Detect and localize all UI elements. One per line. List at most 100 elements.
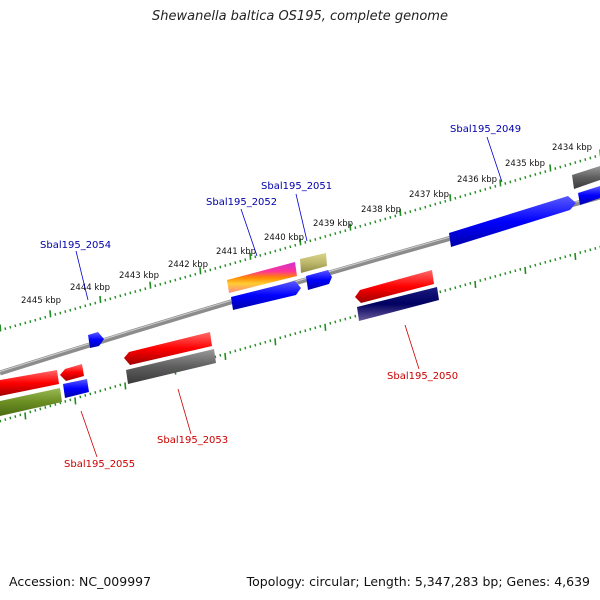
- minor-tick: [484, 277, 487, 281]
- gene-sbal195-2053-gray[interactable]: [126, 349, 216, 384]
- major-tick: [124, 382, 127, 390]
- minor-tick: [334, 232, 337, 235]
- minor-tick: [154, 284, 157, 288]
- minor-tick: [529, 265, 532, 268]
- minor-tick: [64, 400, 67, 403]
- minor-tick: [9, 325, 12, 329]
- gene-blue-left[interactable]: [63, 379, 89, 398]
- minor-tick: [14, 324, 17, 328]
- minor-tick: [59, 311, 62, 315]
- minor-tick: [54, 313, 57, 316]
- major-tick: [24, 412, 27, 420]
- minor-tick: [0, 419, 2, 423]
- gene-sbal195-2052[interactable]: [227, 262, 297, 293]
- gene-blue-far-right[interactable]: [578, 186, 600, 205]
- scale-label-2440: 2440 kbp: [264, 233, 304, 243]
- minor-tick: [259, 342, 262, 346]
- gene-gray-far-right[interactable]: [572, 166, 600, 189]
- minor-tick: [454, 286, 457, 290]
- minor-tick: [349, 316, 352, 320]
- gene-sbal195-2050-red[interactable]: [355, 270, 434, 303]
- minor-tick: [419, 207, 422, 211]
- scale-label-2443: 2443 kbp: [119, 271, 159, 281]
- label-sbal195-2055[interactable]: Sbal195_2055: [64, 459, 135, 470]
- minor-tick: [104, 298, 107, 302]
- scale-label-2441: 2441 kbp: [216, 247, 256, 257]
- major-tick: [224, 352, 227, 360]
- minor-tick: [454, 196, 457, 200]
- minor-tick: [464, 283, 467, 287]
- minor-tick: [519, 267, 522, 271]
- label-sbal195-2052[interactable]: Sbal195_2052: [206, 197, 277, 208]
- minor-tick: [249, 345, 252, 349]
- minor-tick: [119, 294, 122, 298]
- minor-tick: [114, 295, 117, 299]
- minor-tick: [579, 251, 582, 254]
- gene-red-left[interactable]: [0, 370, 59, 396]
- scale-label-2435: 2435 kbp: [505, 159, 545, 169]
- major-tick: [474, 280, 477, 288]
- minor-tick: [404, 211, 407, 215]
- minor-tick: [354, 226, 357, 230]
- gene-sbal195-2051[interactable]: [306, 270, 332, 290]
- leader-lines: [75, 136, 503, 458]
- gene-labels: Sbal195_2049 Sbal195_2051 Sbal195_2052 S…: [40, 124, 521, 470]
- label-sbal195-2050[interactable]: Sbal195_2050: [387, 371, 458, 382]
- gene-sbal195-2053-red[interactable]: [124, 332, 212, 365]
- minor-tick: [284, 335, 287, 338]
- minor-tick: [439, 201, 442, 205]
- minor-tick: [269, 251, 272, 254]
- minor-tick: [294, 243, 297, 247]
- minor-tick: [279, 248, 282, 252]
- minor-tick: [534, 263, 537, 267]
- minor-tick: [324, 235, 327, 238]
- minor-tick: [514, 269, 517, 273]
- minor-tick: [179, 277, 182, 280]
- minor-tick: [19, 413, 22, 417]
- gene-blue-mid[interactable]: [231, 281, 301, 310]
- gene-red-small-left[interactable]: [60, 364, 84, 381]
- minor-tick: [469, 281, 472, 285]
- gene-sbal195-2050-navy[interactable]: [357, 287, 439, 321]
- major-tick: [399, 208, 402, 216]
- minor-tick: [414, 208, 417, 212]
- minor-tick: [244, 258, 247, 262]
- minor-tick: [589, 248, 592, 252]
- minor-tick: [219, 353, 222, 357]
- major-tick: [0, 324, 2, 332]
- label-sbal195-2051[interactable]: Sbal195_2051: [261, 181, 332, 192]
- label-sbal195-2049[interactable]: Sbal195_2049: [450, 124, 521, 135]
- scale-label-2436: 2436 kbp: [457, 175, 497, 185]
- minor-tick: [529, 174, 532, 178]
- gene-sbal195-2049[interactable]: [449, 196, 576, 247]
- minor-tick: [299, 330, 302, 334]
- minor-tick: [139, 288, 142, 292]
- minor-tick: [579, 159, 582, 163]
- minor-tick: [259, 254, 262, 257]
- major-tick: [324, 323, 327, 331]
- minor-tick: [89, 392, 92, 396]
- label-sbal195-2054[interactable]: Sbal195_2054: [40, 240, 111, 251]
- gene-sbal195-2054[interactable]: [88, 332, 104, 348]
- minor-tick: [374, 220, 377, 224]
- label-sbal195-2053[interactable]: Sbal195_2053: [157, 435, 228, 446]
- minor-tick: [19, 322, 22, 326]
- minor-tick: [559, 256, 562, 260]
- scale-label-2445: 2445 kbp: [21, 296, 61, 306]
- gene-khaki[interactable]: [300, 253, 327, 273]
- minor-tick: [309, 327, 312, 331]
- minor-tick: [64, 310, 67, 313]
- minor-tick: [354, 314, 357, 318]
- minor-tick: [79, 305, 82, 309]
- minor-tick: [434, 202, 437, 206]
- minor-tick: [489, 186, 492, 190]
- major-tick: [299, 238, 302, 246]
- minor-tick: [409, 210, 412, 213]
- minor-tick: [554, 258, 557, 261]
- minor-tick: [14, 415, 17, 418]
- minor-tick: [524, 176, 527, 179]
- minor-tick: [224, 264, 227, 267]
- minor-tick: [214, 267, 217, 270]
- gene-sbal195-2055[interactable]: [0, 388, 62, 416]
- minor-tick: [69, 308, 72, 312]
